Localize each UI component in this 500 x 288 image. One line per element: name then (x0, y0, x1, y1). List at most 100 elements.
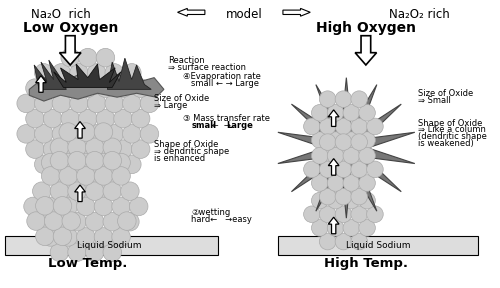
Circle shape (50, 151, 68, 170)
FancyArrow shape (355, 36, 376, 65)
Circle shape (94, 228, 112, 246)
Text: Reaction: Reaction (168, 56, 204, 65)
Circle shape (304, 206, 320, 223)
Circle shape (68, 243, 86, 262)
Circle shape (27, 212, 46, 230)
Polygon shape (34, 60, 66, 89)
Circle shape (76, 123, 95, 141)
Polygon shape (278, 78, 415, 218)
FancyArrow shape (74, 185, 86, 202)
Circle shape (351, 145, 368, 162)
Circle shape (351, 206, 368, 223)
Circle shape (312, 175, 328, 191)
Circle shape (50, 138, 68, 157)
Circle shape (44, 79, 62, 97)
Circle shape (53, 196, 72, 215)
Circle shape (78, 170, 97, 189)
Circle shape (70, 64, 88, 82)
Circle shape (76, 167, 95, 185)
Circle shape (105, 125, 124, 143)
Circle shape (103, 243, 122, 262)
Circle shape (335, 188, 351, 205)
Circle shape (312, 219, 328, 236)
Circle shape (335, 118, 351, 135)
Circle shape (312, 147, 328, 164)
Circle shape (70, 94, 88, 113)
Circle shape (52, 155, 70, 174)
Circle shape (343, 175, 359, 191)
Circle shape (359, 105, 376, 121)
Circle shape (96, 48, 114, 67)
Circle shape (103, 168, 122, 187)
Circle shape (88, 125, 106, 143)
Circle shape (122, 155, 141, 174)
Circle shape (59, 123, 78, 141)
Text: Size of Oxide: Size of Oxide (154, 94, 210, 103)
FancyArrow shape (328, 110, 339, 126)
Circle shape (76, 153, 95, 172)
Text: Low Oxygen: Low Oxygen (22, 21, 118, 35)
Circle shape (335, 206, 351, 223)
Circle shape (59, 184, 78, 202)
Circle shape (132, 140, 150, 158)
Circle shape (304, 118, 320, 135)
Circle shape (320, 233, 336, 250)
Circle shape (320, 145, 336, 162)
Circle shape (132, 109, 150, 128)
FancyArrow shape (328, 159, 339, 175)
Circle shape (86, 151, 104, 170)
Circle shape (86, 138, 104, 157)
Circle shape (366, 161, 383, 178)
Circle shape (88, 155, 106, 174)
Text: model: model (226, 8, 262, 21)
Circle shape (36, 196, 54, 215)
Text: Size of Oxide: Size of Oxide (418, 89, 473, 98)
Circle shape (96, 140, 114, 158)
Circle shape (34, 64, 53, 82)
Circle shape (328, 192, 344, 209)
Circle shape (17, 94, 36, 113)
Circle shape (94, 167, 112, 185)
Text: High Temp.: High Temp. (324, 257, 408, 270)
Circle shape (44, 212, 63, 230)
Text: Na₂O  rich: Na₂O rich (30, 8, 90, 21)
Circle shape (94, 123, 112, 141)
Circle shape (17, 125, 36, 143)
Circle shape (335, 134, 351, 150)
Circle shape (312, 132, 328, 148)
Circle shape (320, 188, 336, 205)
Circle shape (114, 140, 132, 158)
Circle shape (328, 175, 344, 191)
FancyArrow shape (178, 8, 205, 16)
Circle shape (351, 188, 368, 205)
Circle shape (343, 132, 359, 148)
Circle shape (112, 167, 130, 185)
Circle shape (68, 151, 86, 170)
FancyArrow shape (328, 217, 339, 234)
Circle shape (120, 213, 139, 231)
Circle shape (78, 79, 97, 97)
Text: Large: Large (226, 121, 253, 130)
Text: (dendritic shape: (dendritic shape (418, 132, 486, 141)
Circle shape (76, 228, 95, 246)
Circle shape (105, 155, 124, 174)
Polygon shape (108, 58, 151, 89)
Text: is weakened): is weakened) (418, 139, 474, 148)
Circle shape (70, 155, 88, 174)
FancyArrow shape (60, 36, 81, 65)
Circle shape (320, 206, 336, 223)
Circle shape (112, 197, 130, 216)
Circle shape (351, 134, 368, 150)
Circle shape (86, 168, 104, 187)
Text: is enhanced: is enhanced (154, 154, 206, 163)
Circle shape (122, 125, 141, 143)
Circle shape (50, 182, 68, 200)
Circle shape (86, 243, 104, 262)
Circle shape (62, 212, 80, 230)
Circle shape (76, 184, 95, 202)
Text: Na₂O₂ rich: Na₂O₂ rich (389, 8, 450, 21)
Circle shape (78, 48, 97, 67)
FancyArrow shape (36, 76, 46, 92)
Circle shape (59, 153, 78, 172)
Circle shape (88, 94, 106, 113)
